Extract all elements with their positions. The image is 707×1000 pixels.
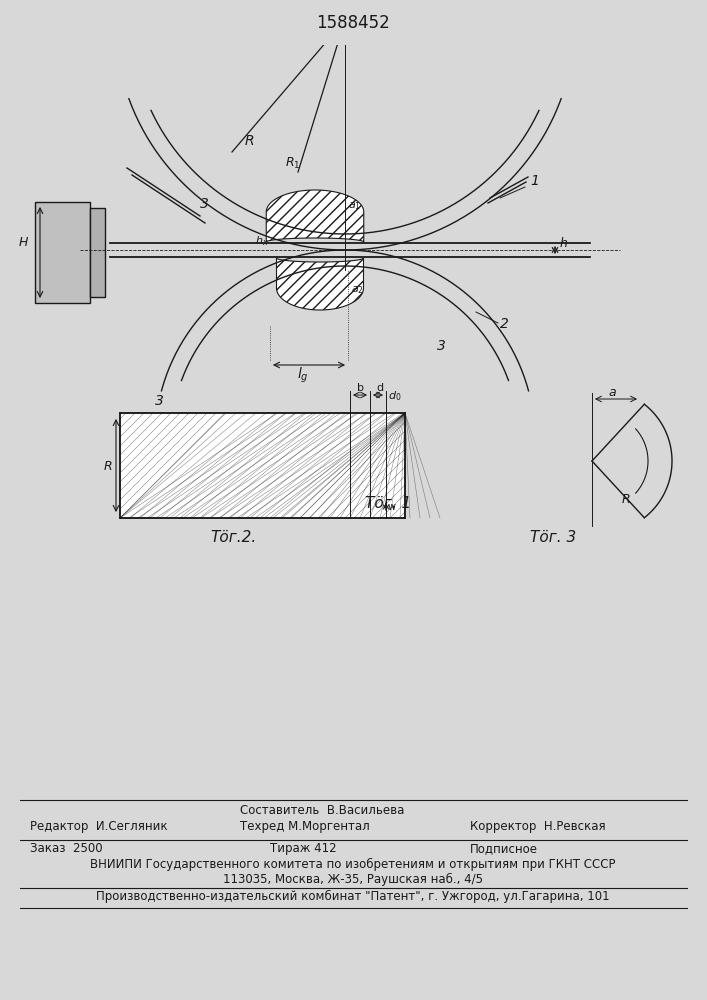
Text: 1: 1 — [530, 174, 539, 188]
Text: $R_1$: $R_1$ — [285, 156, 300, 171]
Bar — [90, 208, 105, 297]
Text: Τӧг. 3: Τӧг. 3 — [530, 530, 576, 545]
Text: Заказ  2500: Заказ 2500 — [30, 842, 103, 855]
Text: 2: 2 — [500, 317, 509, 331]
Text: b: b — [357, 383, 364, 393]
Polygon shape — [276, 258, 363, 310]
Text: H: H — [18, 236, 28, 249]
Text: Техред М.Моргентал: Техред М.Моргентал — [240, 820, 370, 833]
Bar — [35, 202, 90, 303]
Text: 1588452: 1588452 — [316, 13, 390, 31]
Text: Τӧг.2.: Τӧг.2. — [210, 530, 256, 545]
Text: Корректор  Н.Ревская: Корректор Н.Ревская — [470, 820, 606, 833]
Text: 3: 3 — [200, 197, 209, 211]
Text: w: w — [388, 502, 396, 512]
Text: Подписное: Подписное — [470, 842, 538, 855]
Text: R: R — [622, 493, 631, 506]
Text: $h_x$: $h_x$ — [255, 234, 269, 248]
Text: Τӧг. 1: Τӧг. 1 — [365, 496, 411, 511]
Text: d: d — [376, 383, 383, 393]
Polygon shape — [267, 190, 363, 242]
Text: R: R — [104, 460, 112, 473]
Text: 3: 3 — [155, 394, 164, 408]
Text: Составитель  В.Васильева: Составитель В.Васильева — [240, 804, 404, 817]
Text: R: R — [245, 134, 255, 148]
Text: $l_g$: $l_g$ — [297, 366, 309, 385]
Text: 113035, Москва, Ж-35, Раушская наб., 4/5: 113035, Москва, Ж-35, Раушская наб., 4/5 — [223, 873, 483, 886]
Text: 3: 3 — [437, 339, 446, 353]
Text: Тираж 412: Тираж 412 — [270, 842, 337, 855]
Text: Редактор  И.Сегляник: Редактор И.Сегляник — [30, 820, 168, 833]
Text: Производственно-издательский комбинат "Патент", г. Ужгород, ул.Гагарина, 101: Производственно-издательский комбинат "П… — [96, 890, 610, 903]
Text: $a_1$: $a_1$ — [348, 200, 361, 212]
Text: a: a — [608, 386, 616, 399]
Text: h: h — [560, 237, 568, 250]
Text: ВНИИПИ Государственного комитета по изобретениям и открытиям при ГКНТ СССР: ВНИИПИ Государственного комитета по изоб… — [90, 858, 616, 871]
Text: $d_0$: $d_0$ — [388, 389, 402, 403]
Text: $a_2$: $a_2$ — [351, 284, 364, 296]
Bar — [120, 413, 405, 518]
